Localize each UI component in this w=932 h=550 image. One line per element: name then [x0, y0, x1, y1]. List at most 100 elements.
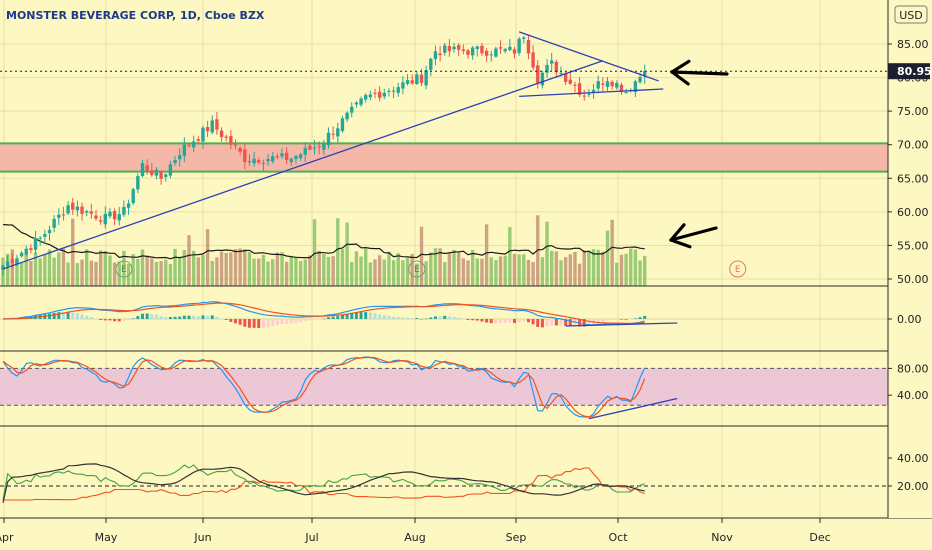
- stoch-d-line: [2, 356, 646, 418]
- candle: [508, 39, 512, 52]
- candle-body: [619, 84, 624, 93]
- minus-di-line: [3, 467, 645, 501]
- candle-body: [108, 211, 112, 217]
- candle-body: [294, 155, 298, 160]
- macd-histogram-bar: [327, 317, 330, 319]
- price-tick-label: 85.00: [897, 38, 929, 51]
- price-tick-label: 55.00: [897, 239, 929, 252]
- candle: [98, 215, 103, 225]
- macd-histogram-bar: [229, 319, 233, 322]
- volume-bar: [271, 259, 275, 286]
- macd-histogram-bar: [429, 317, 433, 319]
- macd-histogram-bar: [354, 312, 358, 319]
- candle-body: [508, 46, 512, 51]
- earnings-badge-label: E: [121, 265, 127, 275]
- candle-body: [545, 65, 549, 73]
- earnings-badge-circle: [729, 260, 747, 278]
- volume-bar: [80, 259, 84, 286]
- candle: [312, 139, 317, 155]
- volume-bar: [275, 252, 280, 286]
- macd-histogram-bar: [438, 316, 442, 319]
- macd-histogram-bar: [471, 319, 475, 321]
- candle: [480, 43, 484, 56]
- candle-body: [522, 37, 526, 39]
- candle: [484, 48, 489, 62]
- candle-body: [429, 58, 433, 70]
- candle-body: [191, 141, 196, 148]
- candle: [243, 143, 247, 170]
- volume-bars: [1, 215, 647, 286]
- macd-histogram-bar: [210, 315, 214, 319]
- volume-bar: [131, 254, 135, 286]
- stoch-tick-label: 80.00: [897, 362, 929, 375]
- candle: [33, 230, 38, 255]
- candle: [215, 111, 219, 135]
- candle-body: [382, 92, 386, 97]
- candle: [257, 157, 261, 164]
- macd-histogram-bar: [540, 319, 544, 328]
- volume-bar: [517, 254, 521, 286]
- volume-bar: [359, 256, 363, 286]
- time-tick-label: Jun: [193, 531, 211, 544]
- price-tick-label: 50.00: [897, 273, 929, 286]
- candle: [271, 152, 275, 164]
- volume-bar: [619, 254, 624, 286]
- volume-bar: [284, 261, 289, 286]
- currency-button[interactable]: [894, 5, 928, 24]
- chart-title: MONSTER BEVERAGE CORP, 1D, Cboe BZX: [6, 9, 265, 22]
- candle: [461, 44, 466, 55]
- volume-bar: [159, 261, 163, 286]
- candle: [233, 139, 238, 150]
- candle: [103, 206, 107, 229]
- macd-histogram-bar: [596, 319, 600, 323]
- volume-bar: [387, 251, 391, 286]
- last-price-label: 80.95: [897, 65, 932, 78]
- macd-histogram-bar: [154, 314, 158, 319]
- macd-histogram-bar: [1, 319, 5, 320]
- candle: [261, 159, 266, 171]
- candle: [182, 137, 187, 163]
- candle-body: [317, 146, 321, 148]
- candle-body: [298, 154, 303, 159]
- volume-bar: [443, 262, 447, 286]
- macd-histogram-bar: [559, 319, 563, 326]
- volume-bar: [391, 260, 396, 286]
- candle: [94, 209, 98, 221]
- candle: [80, 202, 84, 221]
- candle: [247, 154, 252, 167]
- candle-body: [624, 92, 628, 94]
- volume-bar: [605, 230, 610, 286]
- volume-bar: [424, 261, 428, 286]
- volume-bar: [317, 250, 321, 286]
- volume-bar: [457, 252, 461, 286]
- candle-body: [19, 252, 24, 257]
- candle: [540, 70, 545, 89]
- candle: [410, 74, 414, 85]
- volume-bar: [531, 262, 535, 286]
- candle: [154, 167, 159, 180]
- candle: [205, 120, 210, 137]
- volume-bar: [75, 263, 80, 286]
- candle-body: [140, 163, 145, 177]
- candle: [596, 75, 600, 94]
- candle: [117, 207, 121, 226]
- volume-bar: [233, 249, 238, 286]
- candle-body: [145, 165, 149, 171]
- candle: [196, 136, 200, 144]
- descending-trendline: [518, 31, 659, 82]
- volume-bar: [550, 250, 554, 286]
- candle-body: [71, 202, 75, 210]
- volume-bar: [350, 262, 354, 286]
- volume-bar: [257, 258, 261, 286]
- candle-body: [275, 156, 280, 158]
- volume-bar: [112, 262, 117, 286]
- volume-bar: [289, 255, 293, 286]
- macd-histogram-bar: [489, 319, 493, 324]
- candle: [126, 199, 131, 215]
- candle-body: [219, 130, 224, 137]
- macd-histogram-bar: [75, 313, 79, 319]
- volume-bar: [178, 257, 182, 286]
- macd-histogram-bar: [531, 319, 535, 325]
- candle: [140, 159, 145, 178]
- candle: [336, 122, 340, 143]
